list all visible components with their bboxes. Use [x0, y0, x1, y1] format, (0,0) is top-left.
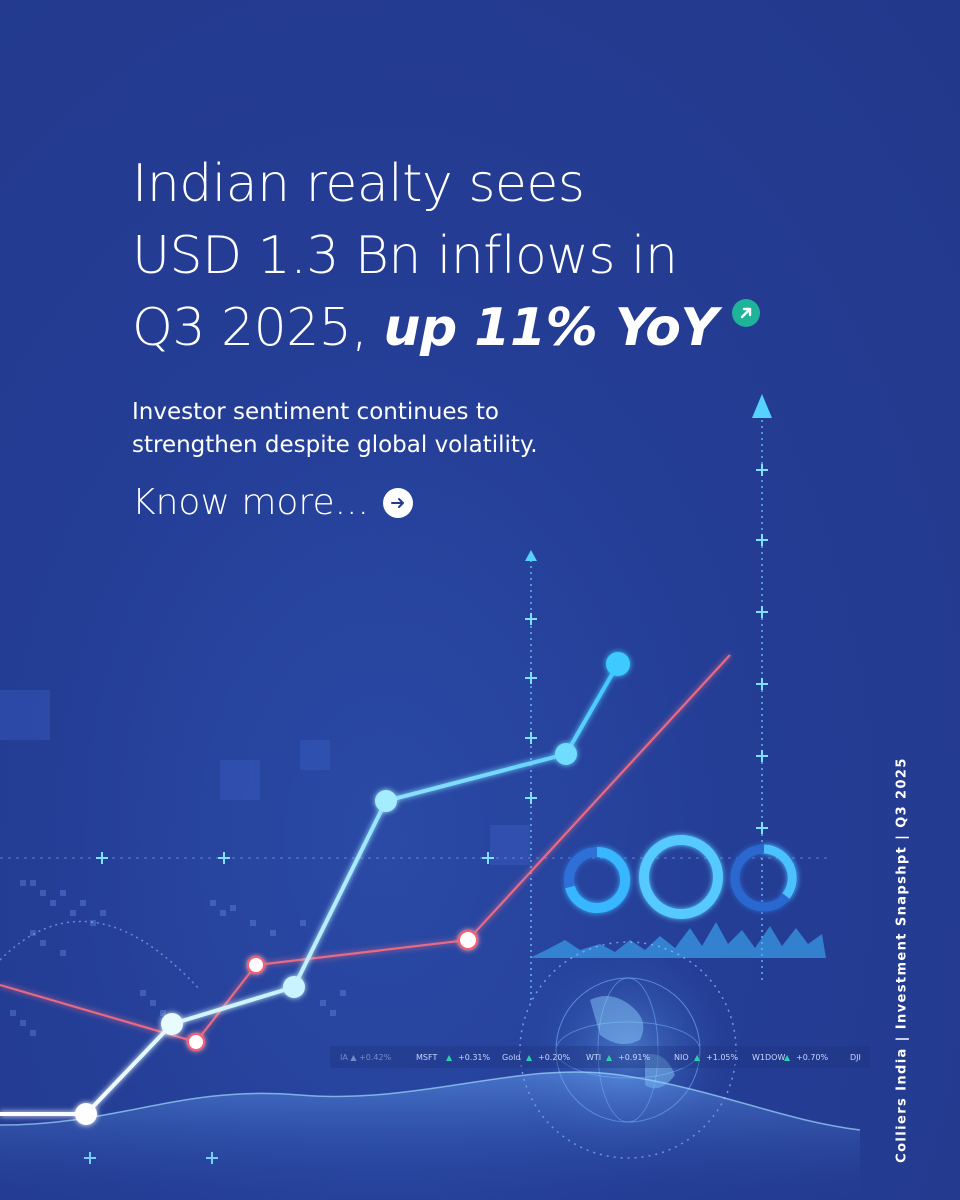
headline-line-3: Q3 2025, up 11% YoY — [132, 292, 760, 364]
subheadline-line-1: Investor sentiment continues to — [132, 399, 499, 425]
axis-arrow-right-icon — [752, 394, 772, 418]
svg-text:▲: ▲ — [606, 1053, 613, 1062]
ticker-w1dow-change: +0.70% — [796, 1053, 829, 1062]
svg-text:▲: ▲ — [694, 1053, 701, 1062]
headline: Indian realty sees USD 1.3 Bn inflows in… — [132, 148, 760, 364]
know-more-label: Know more... — [132, 482, 369, 523]
side-caption: Colliers India | Investment Snapshpt | Q… — [894, 757, 910, 1163]
bottom-wave — [0, 1071, 860, 1200]
bottom-wave-line — [0, 1071, 861, 1131]
headline-line-3-prefix: Q3 2025, — [132, 298, 384, 358]
svg-text:▲: ▲ — [526, 1053, 533, 1062]
subheadline: Investor sentiment continues to strength… — [132, 396, 538, 462]
know-more-link[interactable]: Know more... — [132, 482, 413, 523]
ticker-nio-symbol: NIO — [674, 1053, 689, 1062]
ticker-w1dow-symbol: W1DOW — [752, 1053, 785, 1062]
donut-charts — [564, 835, 798, 919]
right-arrow-icon[interactable] — [382, 487, 413, 518]
ticker-wti-symbol: WTI — [586, 1053, 601, 1062]
ticker-wti-change: +0.91% — [618, 1053, 651, 1062]
headline-line-2: USD 1.3 Bn inflows in — [132, 226, 678, 286]
ticker-msft-change: +0.31% — [458, 1053, 491, 1062]
ticker-gold-change: +0.20% — [538, 1053, 571, 1062]
red-trend-line — [0, 654, 731, 1051]
headline-emphasis: up 11% YoY — [383, 298, 718, 358]
dotted-arc — [0, 920, 201, 991]
world-map-dots — [10, 880, 346, 1036]
subheadline-line-2: strengthen despite global volatility. — [132, 432, 538, 458]
svg-text:IA ▲ +0.42%: IA ▲ +0.42% — [340, 1053, 392, 1062]
svg-text:▲: ▲ — [446, 1053, 453, 1062]
ticker-msft-symbol: MSFT — [416, 1053, 437, 1062]
svg-text:▲: ▲ — [784, 1053, 791, 1062]
headline-line-1: Indian realty sees — [132, 154, 585, 214]
ticker-nio-change: +1.05% — [706, 1053, 739, 1062]
up-right-arrow-icon — [731, 299, 760, 327]
axis-arrow-left-icon — [525, 550, 537, 561]
ticker-dji-symbol: DJI — [850, 1053, 861, 1062]
ticker-gold-symbol: Gold — [502, 1053, 520, 1062]
ticker-strip: IA ▲ +0.42% MSFT ▲ +0.31% Gold ▲ +0.20% … — [330, 1046, 870, 1068]
cyan-trend-line — [0, 652, 630, 1125]
